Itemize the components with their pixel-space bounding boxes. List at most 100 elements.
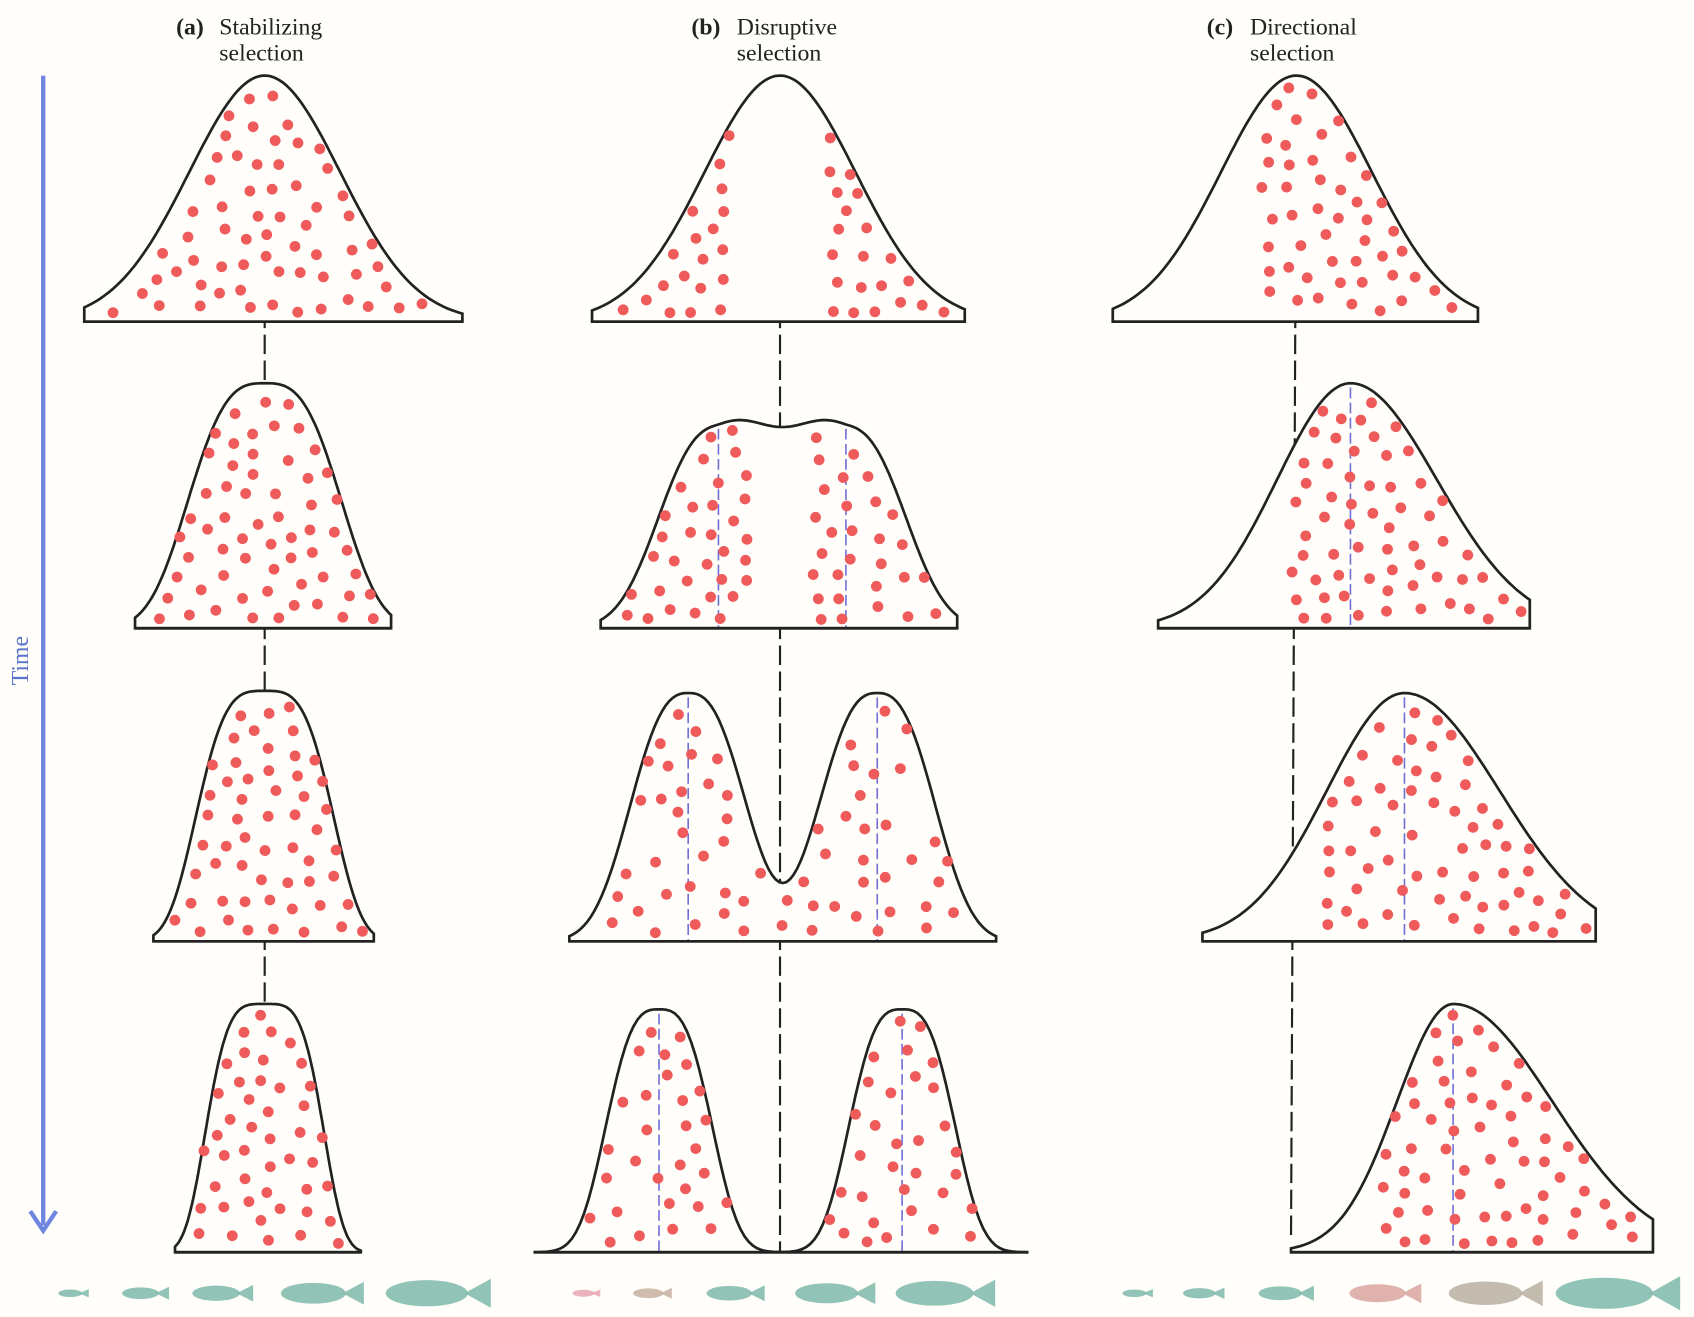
individual-dot — [211, 1129, 223, 1141]
individual-dot — [1383, 522, 1395, 534]
individual-dot — [685, 527, 696, 538]
individual-dot — [858, 876, 869, 888]
individual-dot — [827, 249, 838, 261]
individual-dot — [718, 908, 730, 919]
individual-dot — [1291, 594, 1302, 606]
individual-dot — [881, 1232, 893, 1243]
individual-dot — [1390, 421, 1402, 433]
individual-dot — [1373, 722, 1385, 733]
individual-dot — [661, 1069, 673, 1081]
individual-dot — [1414, 559, 1426, 571]
individual-dot — [1407, 580, 1419, 591]
individual-dot — [1364, 573, 1375, 585]
panel-label: (c) — [1207, 15, 1233, 41]
individual-dot — [1437, 495, 1449, 507]
panel-title: selection — [1250, 40, 1335, 66]
individual-dot — [1361, 214, 1373, 226]
individual-dot — [1382, 543, 1393, 555]
individual-dot — [855, 282, 867, 293]
individual-dot — [1386, 564, 1398, 576]
individual-dot — [1397, 884, 1408, 896]
individual-dot — [776, 920, 788, 931]
individual-dot — [692, 1201, 704, 1212]
individual-dot — [1474, 1121, 1486, 1133]
individual-dot — [273, 159, 285, 170]
individual-dot — [1374, 305, 1386, 317]
individual-dot — [236, 793, 248, 805]
individual-dot — [317, 571, 329, 583]
individual-dot — [1486, 1099, 1497, 1111]
individual-dot — [741, 533, 753, 545]
individual-dot — [1406, 1077, 1418, 1088]
fish-body — [385, 1280, 468, 1307]
individual-dot — [290, 180, 302, 192]
individual-dot — [1351, 795, 1363, 807]
individual-dot — [716, 183, 728, 195]
individual-dot — [151, 274, 163, 285]
individual-dot — [1466, 1092, 1478, 1104]
individual-dot — [686, 748, 697, 760]
individual-dot — [185, 513, 197, 525]
individual-dot — [1500, 840, 1512, 852]
individual-dot — [247, 448, 259, 460]
individual-dot — [891, 1138, 902, 1150]
individual-dot — [337, 611, 349, 623]
individual-dot — [210, 427, 221, 439]
individual-dot — [1306, 88, 1318, 100]
individual-dot — [654, 738, 666, 750]
individual-dot — [965, 1230, 976, 1242]
individual-dot — [238, 1026, 250, 1038]
individual-dot — [255, 1009, 266, 1021]
individual-dot — [810, 432, 822, 444]
individual-dot — [284, 701, 295, 713]
individual-dot — [861, 1236, 873, 1248]
individual-dot — [902, 1044, 913, 1056]
individual-dot — [833, 223, 845, 235]
individual-dot — [914, 1021, 926, 1032]
individual-dot — [240, 233, 252, 245]
individual-dot — [364, 588, 376, 600]
individual-dot — [247, 428, 258, 440]
individual-dot — [606, 917, 618, 929]
individual-dot — [1261, 132, 1273, 144]
individual-dot — [357, 925, 368, 937]
individual-dot — [257, 1054, 269, 1066]
individual-dot — [153, 300, 165, 312]
individual-dot — [870, 496, 882, 508]
individual-dot — [262, 585, 274, 597]
individual-dot — [183, 609, 195, 621]
individual-dot — [1264, 265, 1275, 277]
fish-body — [1122, 1289, 1147, 1298]
individual-dot — [718, 835, 730, 847]
individual-dot — [1498, 593, 1509, 605]
individual-dot — [240, 488, 252, 499]
individual-dot — [1360, 170, 1372, 181]
individual-dot — [719, 887, 731, 899]
individual-dot — [836, 613, 848, 625]
individual-dot — [928, 1223, 939, 1235]
individual-dot — [626, 588, 637, 600]
individual-dot — [273, 511, 284, 523]
individual-dot — [183, 551, 194, 563]
individual-dot — [274, 1203, 286, 1215]
individual-dot — [236, 860, 248, 871]
individual-dot — [306, 499, 317, 511]
individual-dot — [342, 899, 354, 910]
individual-dot — [214, 287, 225, 299]
individual-dot — [220, 840, 232, 852]
individual-dot — [929, 836, 941, 848]
individual-dot — [264, 1133, 276, 1145]
individual-dot — [270, 785, 282, 796]
individual-dot — [328, 526, 340, 538]
individual-dot — [204, 789, 216, 801]
individual-dot — [675, 481, 687, 493]
individual-dot — [681, 1059, 692, 1070]
individual-dot — [617, 1096, 629, 1108]
individual-dot — [898, 571, 910, 583]
individual-dot — [617, 304, 629, 316]
individual-dot — [1307, 154, 1319, 166]
individual-dot — [171, 266, 182, 278]
fish-body — [706, 1285, 752, 1301]
individual-dot — [1291, 114, 1302, 126]
individual-dot — [1382, 909, 1394, 920]
